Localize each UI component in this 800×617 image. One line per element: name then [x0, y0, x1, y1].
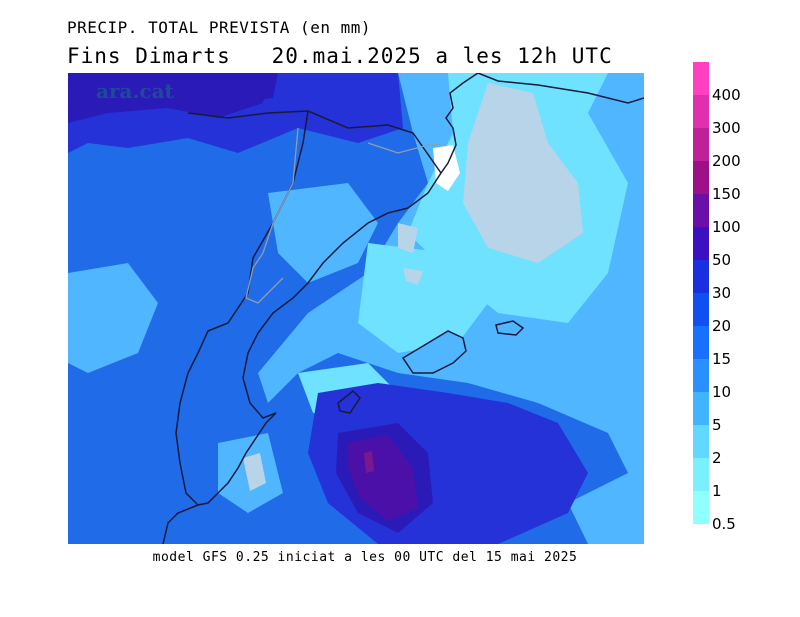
legend-label: 15 [712, 350, 732, 368]
legend-label: 100 [712, 218, 741, 236]
legend-label: 10 [712, 383, 732, 401]
legend-swatch [693, 95, 709, 128]
precipitation-map: ara.cat [68, 73, 644, 544]
precipitation-map-canvas [68, 73, 644, 544]
legend-label: 200 [712, 152, 741, 170]
legend-swatch [693, 62, 709, 95]
legend-label: 0.5 [712, 515, 736, 533]
watermark-logo: ara.cat [96, 79, 174, 103]
precip-area-center-lightblue [268, 183, 378, 283]
legend-swatch [693, 359, 709, 392]
legend-swatch [693, 326, 709, 359]
map-footer-model-info: model GFS 0.25 iniciat a les 00 UTC del … [152, 550, 578, 565]
legend-label: 20 [712, 317, 732, 335]
coastline-north [187, 73, 644, 174]
coastline [162, 73, 479, 544]
island-menorca [495, 320, 525, 336]
legend-swatch [693, 260, 709, 293]
legend-label: 30 [712, 284, 732, 302]
legend-swatch [693, 491, 709, 524]
precip-area-gray-small-1 [398, 223, 418, 253]
legend-swatch [693, 194, 709, 227]
map-title-variable: PRECIP. TOTAL PREVISTA (en mm) [67, 18, 371, 37]
island-ibiza [337, 389, 361, 414]
legend-swatch [693, 425, 709, 458]
legend-swatch [693, 458, 709, 491]
color-legend [693, 62, 709, 524]
legend-swatch [693, 128, 709, 161]
precip-area-west-lightblue [68, 263, 158, 373]
legend-label: 2 [712, 449, 722, 467]
precip-area-gray-small-2 [403, 268, 423, 285]
administrative-border [245, 127, 443, 304]
precip-area-north-center [218, 73, 278, 103]
legend-label: 1 [712, 482, 722, 500]
legend-label: 300 [712, 119, 741, 137]
precip-area-central-cyan [358, 243, 488, 353]
legend-swatch [693, 161, 709, 194]
map-title-valid-time: Fins Dimarts 20.mai.2025 a les 12h UTC [67, 44, 613, 68]
precip-area-northwest-navy [68, 73, 268, 123]
precip-area-gray-sw [243, 453, 266, 491]
island-mallorca [401, 330, 467, 374]
precip-area-white [433, 145, 460, 191]
legend-label: 150 [712, 185, 741, 203]
legend-label: 50 [712, 251, 732, 269]
precip-area-south-magenta [364, 451, 374, 473]
legend-label: 400 [712, 86, 741, 104]
legend-label: 5 [712, 416, 722, 434]
legend-swatch [693, 293, 709, 326]
legend-swatch [693, 392, 709, 425]
precip-area-gray-large [463, 83, 583, 263]
legend-swatch [693, 227, 709, 260]
